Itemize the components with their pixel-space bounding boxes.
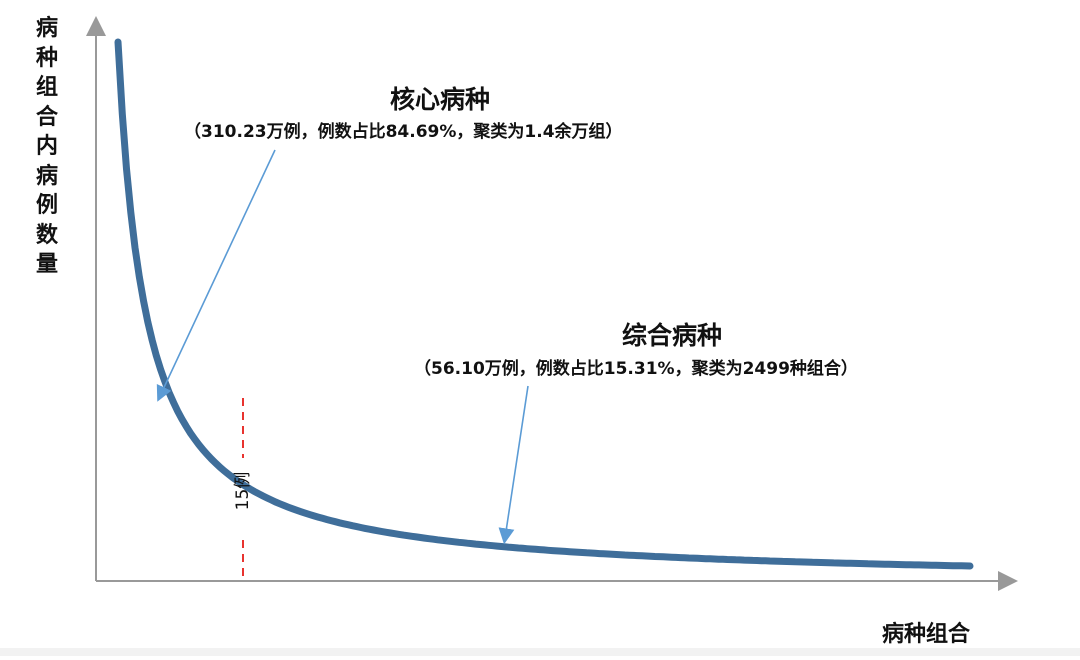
general-annotation-arrow <box>498 385 529 545</box>
y-axis-label-char: 内 <box>35 134 58 159</box>
series-line <box>114 38 974 570</box>
y-axis-label-char: 量 <box>35 252 58 277</box>
core-annotation-detail: （310.23万例，例数占比84.69%，聚类为1.4余万组） <box>184 122 623 142</box>
y-axis-label-char: 病 <box>35 163 58 189</box>
y-axis-label-char: 例 <box>35 193 58 218</box>
threshold-marker-label: 15例 <box>233 471 253 511</box>
y-axis-label-char: 种 <box>35 45 58 71</box>
bottom-strip <box>0 648 1080 656</box>
core-annotation-arrow <box>156 149 276 402</box>
x-axis-label: 病种组合 <box>882 622 971 647</box>
y-axis-label-char: 合 <box>35 104 58 130</box>
y-axis-label: 病种组合内病例数量 <box>34 14 60 280</box>
y-axis-label-char: 组 <box>35 75 58 100</box>
general-annotation-detail: （56.10万例，例数占比15.31%，聚类为2499种组合） <box>414 359 858 379</box>
y-axis-label-char: 数 <box>35 222 58 248</box>
core-annotation-title: 核心病种 <box>390 85 491 114</box>
y-axis-label-char: 病 <box>35 16 58 41</box>
general-annotation-title: 综合病种 <box>622 321 723 350</box>
